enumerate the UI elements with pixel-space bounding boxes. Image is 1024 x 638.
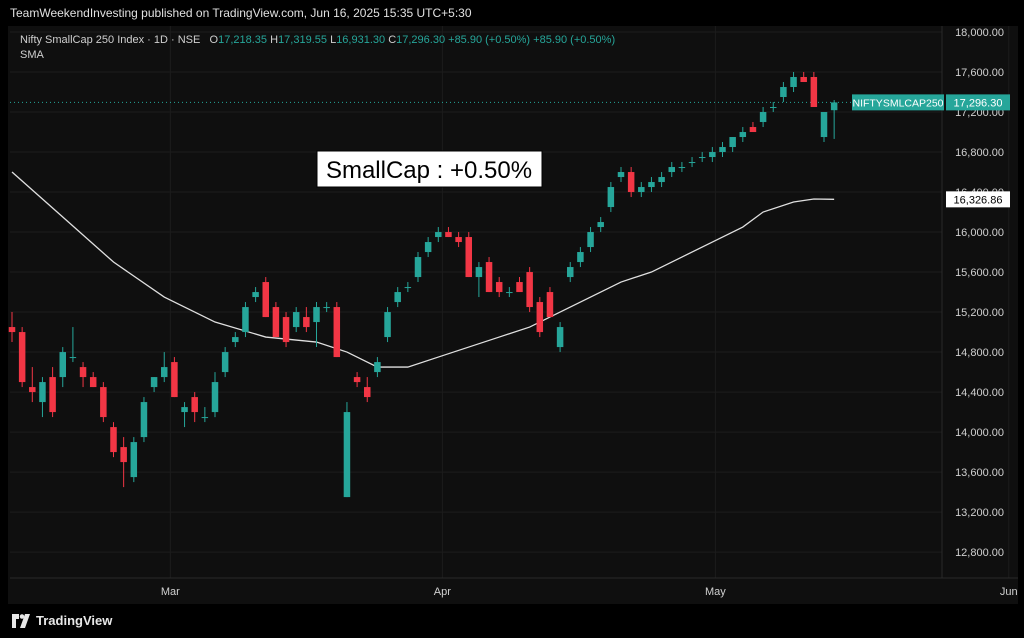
footer-brand-text: TradingView (36, 613, 113, 628)
legend-low: 16,931.30 (336, 34, 386, 46)
legend-change-2: +85.90 (+0.50%) (533, 34, 616, 46)
chart-panel[interactable] (8, 26, 1018, 604)
chart-legend: Nifty SmallCap 250 Index · 1D · NSE O17,… (20, 34, 615, 61)
legend-change: +85.90 (+0.50%) (448, 34, 531, 46)
legend-l-label: L (330, 34, 337, 46)
legend-symbol[interactable]: Nifty SmallCap 250 Index · 1D · NSE (20, 34, 201, 46)
legend-close: 17,296.30 (396, 34, 446, 46)
legend-open: 17,218.35 (218, 34, 268, 46)
tradingview-logo-icon (12, 613, 30, 628)
legend-indicator[interactable]: SMA (20, 49, 44, 61)
legend-o-label: O (209, 34, 219, 46)
legend-h-label: H (270, 34, 279, 46)
legend-high: 17,319.55 (278, 34, 327, 46)
publish-text: TeamWeekendInvesting published on Tradin… (10, 6, 472, 20)
publish-header: TeamWeekendInvesting published on Tradin… (0, 0, 1024, 26)
legend-c-label: C (388, 34, 397, 46)
tradingview-brand[interactable]: TradingView (12, 613, 112, 628)
legend-row-ohlc: Nifty SmallCap 250 Index · 1D · NSE O17,… (20, 34, 615, 46)
footer-bar: TradingView (0, 604, 1024, 638)
